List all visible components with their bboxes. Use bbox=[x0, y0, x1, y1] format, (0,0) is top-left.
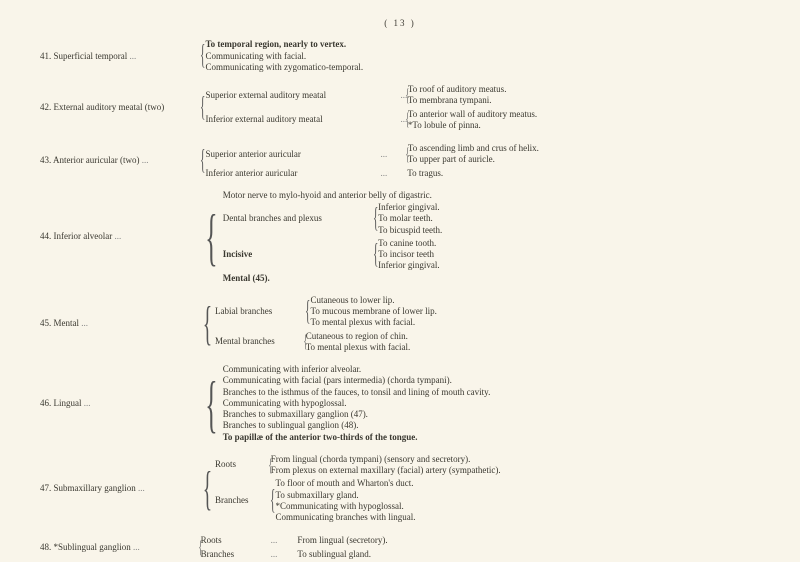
e46-g: To papillæ of the anterior two-thirds of… bbox=[223, 432, 491, 443]
e44-i2: To incisor teeth bbox=[378, 249, 439, 260]
num: 43. bbox=[40, 155, 51, 165]
num: 46. bbox=[40, 398, 51, 408]
e45-labial: Labial branches bbox=[215, 306, 305, 317]
num: 47. bbox=[40, 483, 51, 493]
e48-branches: Branches bbox=[201, 549, 271, 560]
e44-d1: Inferior gingival. bbox=[378, 202, 442, 213]
e44-incisive: Incisive bbox=[223, 249, 373, 260]
lbl: Mental bbox=[54, 318, 80, 328]
e42-s1b: To membrana tympani. bbox=[408, 95, 507, 106]
e42-s2: Inferior external auditory meatal bbox=[205, 114, 400, 125]
num: 44. bbox=[40, 231, 51, 241]
entry-47: 47. Submaxillary ganglion { Roots { From… bbox=[40, 453, 760, 525]
page-number: ( 13 ) bbox=[40, 18, 760, 29]
lbl: Lingual bbox=[54, 398, 82, 408]
e44-i3: Inferior gingival. bbox=[378, 260, 439, 271]
e42-s2b: *To lobule of pinna. bbox=[408, 120, 537, 131]
e42-s1a: To roof of auditory meatus. bbox=[408, 84, 507, 95]
e45-l1: Cutaneous to lower lip. bbox=[311, 295, 437, 306]
e47-b4: Communicating branches with lingual. bbox=[276, 512, 416, 523]
e47-branches: Branches bbox=[215, 495, 270, 506]
e43-s1: Superior anterior auricular bbox=[205, 149, 380, 160]
lbl: Submaxillary ganglion bbox=[54, 483, 136, 493]
e41-a: To temporal region, nearly to vertex. bbox=[205, 39, 363, 50]
e46-a: Communicating with inferior alveolar. bbox=[223, 364, 491, 375]
e47-r1: From lingual (chorda tympani) (sensory a… bbox=[271, 454, 501, 465]
e45-l2: To mucous membrane of lower lip. bbox=[311, 306, 437, 317]
e45-m2: To mental plexus with facial. bbox=[306, 342, 411, 353]
lbl: Inferior alveolar bbox=[54, 231, 113, 241]
e46-d: Communicating with hypoglossal. bbox=[223, 398, 491, 409]
lbl: Superficial temporal bbox=[54, 51, 128, 61]
num: 45. bbox=[40, 318, 51, 328]
lbl: External auditory meatal (two) bbox=[54, 102, 165, 112]
e44-i1: To canine tooth. bbox=[378, 238, 439, 249]
e42-s1: Superior external auditory meatal bbox=[205, 90, 400, 101]
e44-dental: Dental branches and plexus bbox=[223, 213, 373, 224]
e43-s2a: To tragus. bbox=[407, 168, 443, 179]
e44-mental: Mental (45). bbox=[223, 273, 443, 284]
e48-r1: From lingual (secretory). bbox=[297, 535, 387, 546]
e44-d2: To molar teeth. bbox=[378, 213, 442, 224]
e47-roots: Roots bbox=[215, 459, 270, 470]
e41-b: Communicating with facial. bbox=[205, 51, 363, 62]
e41-c: Communicating with zygomatico-temporal. bbox=[205, 62, 363, 73]
e43-s1b: To upper part of auricle. bbox=[408, 154, 539, 165]
e46-f: Branches to sublingual ganglion (48). bbox=[223, 420, 491, 431]
entry-42: 42. External auditory meatal (two) { Sup… bbox=[40, 83, 760, 132]
e44-motor: Motor nerve to mylo-hyoid and anterior b… bbox=[223, 190, 443, 201]
e47-b1: To floor of mouth and Wharton's duct. bbox=[276, 478, 416, 489]
e45-l3: To mental plexus with facial. bbox=[311, 317, 437, 328]
e46-e: Branches to submaxillary ganglion (47). bbox=[223, 409, 491, 420]
num: 42. bbox=[40, 102, 51, 112]
e43-s1a: To ascending limb and crus of helix. bbox=[408, 143, 539, 154]
e47-b2: To submaxillary gland. bbox=[276, 490, 416, 501]
entry-48: 48. *Sublingual ganglion { Roots From li… bbox=[40, 534, 760, 561]
e46-b: Communicating with facial (pars intermed… bbox=[223, 375, 491, 386]
num: 48. bbox=[40, 542, 51, 552]
e45-mb: Mental branches bbox=[215, 336, 305, 347]
num: 41. bbox=[40, 51, 51, 61]
lbl: Anterior auricular (two) bbox=[53, 155, 139, 165]
lbl: *Sublingual ganglion bbox=[54, 542, 131, 552]
entry-41: 41. Superficial temporal { To temporal r… bbox=[40, 39, 760, 73]
entry-45: 45. Mental { Labial branches { Cutaneous… bbox=[40, 294, 760, 354]
e42-s2a: To anterior wall of auditory meatus. bbox=[408, 109, 537, 120]
e47-r2: From plexus on external maxillary (facia… bbox=[271, 465, 501, 476]
e44-d3: To bicuspid teeth. bbox=[378, 225, 442, 236]
e45-m1: Cutaneous to region of chin. bbox=[306, 331, 411, 342]
entry-44: 44. Inferior alveolar { Motor nerve to m… bbox=[40, 190, 760, 284]
entry-46: 46. Lingual { Communicating with inferio… bbox=[40, 364, 760, 443]
e43-s2: Inferior anterior auricular bbox=[205, 168, 380, 179]
entry-43: 43. Anterior auricular (two) { Superior … bbox=[40, 142, 760, 180]
e48-roots: Roots bbox=[201, 535, 271, 546]
e47-b3: *Communicating with hypoglossal. bbox=[276, 501, 416, 512]
e48-b1: To sublingual gland. bbox=[297, 549, 371, 560]
e46-c: Branches to the isthmus of the fauces, t… bbox=[223, 387, 491, 398]
